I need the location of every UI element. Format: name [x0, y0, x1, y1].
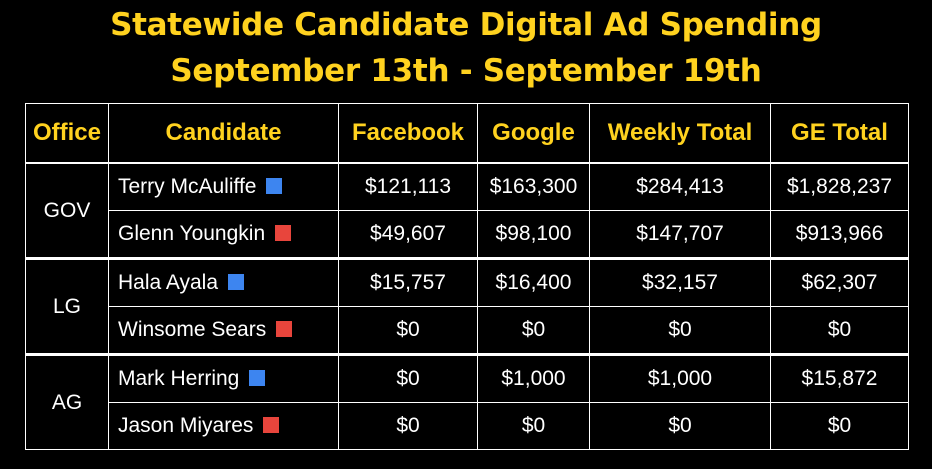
- candidate-cell: Mark Herring: [108, 353, 339, 403]
- ge-total-cell: $15,872: [770, 353, 909, 403]
- table-header-row: Office Candidate Facebook Google Weekly …: [25, 103, 909, 164]
- header-weekly-total: Weekly Total: [589, 103, 771, 164]
- google-cell: $0: [477, 306, 590, 355]
- candidate-cell: Winsome Sears: [108, 306, 339, 355]
- header-office: Office: [25, 103, 109, 164]
- google-cell: $16,400: [477, 257, 590, 307]
- table-body: GOV Terry McAuliffe $121,113 $163,300 $284,4…: [25, 162, 909, 450]
- ge-total-cell: $0: [770, 306, 909, 355]
- table-row: Glenn Youngkin $49,607 $98,100 $147,707 $913…: [26, 210, 909, 259]
- page-title: Statewide Candidate Digital Ad Spending: [110, 7, 822, 43]
- weekly-total-cell: $0: [589, 306, 771, 355]
- facebook-cell: $0: [338, 402, 478, 450]
- facebook-cell: $121,113: [338, 162, 478, 211]
- ad-spending-table: Office Candidate Facebook Google Weekly …: [25, 103, 909, 450]
- candidate-cell: Terry McAuliffe: [108, 162, 339, 211]
- candidate-name: Winsome Sears: [118, 318, 267, 341]
- candidate-cell: Jason Miyares: [108, 402, 339, 450]
- ge-total-cell: $913,966: [770, 210, 909, 259]
- header-google: Google: [477, 103, 590, 164]
- weekly-total-cell: $284,413: [589, 162, 771, 211]
- candidate-name: Terry McAuliffe: [118, 175, 257, 198]
- table-row: AG Mark Herring $0 $1,000 $1,000 $15,872: [25, 353, 909, 450]
- table-row: Jason Miyares $0 $0 $0 $0: [26, 402, 909, 450]
- ge-total-cell: $62,307: [770, 257, 909, 307]
- candidate-name: Mark Herring: [118, 367, 240, 390]
- page-subtitle-date-range: September 13th - September 19th: [170, 53, 762, 89]
- facebook-cell: $0: [338, 353, 478, 403]
- google-cell: $163,300: [477, 162, 590, 211]
- weekly-total-cell: $1,000: [589, 353, 771, 403]
- table-row: LG Hala Ayala $15,757 $16,400 $32,157 $62,307: [25, 257, 909, 355]
- office-cell: GOV: [25, 162, 109, 259]
- democrat-party-square-icon: [266, 178, 283, 194]
- header-ge-total: GE Total: [770, 103, 909, 164]
- weekly-total-cell: $32,157: [589, 257, 771, 307]
- republican-party-square-icon: [275, 225, 292, 241]
- google-cell: $1,000: [477, 353, 590, 403]
- weekly-total-cell: $0: [589, 402, 771, 450]
- google-cell: $0: [477, 402, 590, 450]
- candidate-name: Jason Miyares: [118, 414, 254, 437]
- candidate-name: Hala Ayala: [118, 271, 219, 294]
- candidate-cell: Hala Ayala: [108, 257, 339, 307]
- ge-total-cell: $1,828,237: [770, 162, 909, 211]
- democrat-party-square-icon: [249, 370, 266, 386]
- header-candidate: Candidate: [108, 103, 339, 164]
- republican-party-square-icon: [263, 417, 280, 433]
- candidate-name: Glenn Youngkin: [118, 222, 266, 245]
- table-row: Winsome Sears $0 $0 $0 $0: [26, 306, 909, 355]
- office-cell: LG: [25, 257, 109, 355]
- header-facebook: Facebook: [338, 103, 478, 164]
- table-row: GOV Terry McAuliffe $121,113 $163,300 $284,4…: [25, 162, 909, 259]
- facebook-cell: $15,757: [338, 257, 478, 307]
- facebook-cell: $0: [338, 306, 478, 355]
- weekly-total-cell: $147,707: [589, 210, 771, 259]
- office-cell: AG: [25, 353, 109, 450]
- facebook-cell: $49,607: [338, 210, 478, 259]
- republican-party-square-icon: [276, 321, 293, 337]
- google-cell: $98,100: [477, 210, 590, 259]
- democrat-party-square-icon: [228, 274, 245, 290]
- candidate-cell: Glenn Youngkin: [108, 210, 339, 259]
- ge-total-cell: $0: [770, 402, 909, 450]
